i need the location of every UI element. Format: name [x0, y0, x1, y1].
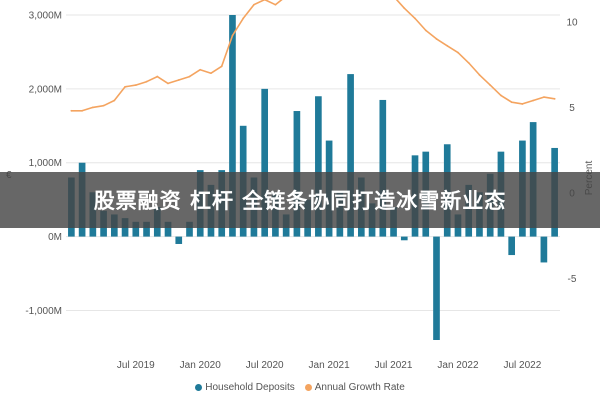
legend-label-deposits: Household Deposits [205, 381, 295, 393]
growth-point-6 [134, 84, 137, 87]
growth-point-3 [102, 104, 105, 107]
gridlines [66, 14, 560, 311]
growth-point-13 [210, 72, 212, 75]
growth-point-45 [553, 97, 556, 100]
bar-deposit-26 [347, 74, 354, 237]
growth-point-17 [253, 3, 255, 6]
growth-point-35 [446, 44, 449, 47]
bar-deposit-10 [175, 236, 183, 244]
right-tick-label-1: 5 [569, 103, 575, 114]
x-axis-ticks: Jul 2019 Jan 2020 Jul 2020 Jan 2021 Jul 2021… [117, 360, 542, 371]
bar-deposit-44 [540, 236, 548, 263]
growth-point-40 [500, 94, 502, 97]
growth-point-38 [478, 73, 481, 76]
x-tick-label-0: Jul 2019 [117, 360, 155, 371]
bar-deposit-23 [315, 96, 322, 237]
growth-point-41 [510, 101, 513, 104]
bar-deposit-6 [132, 221, 140, 237]
bar-deposit-7 [143, 221, 150, 237]
growth-point-36 [457, 51, 459, 54]
growth-point-2 [91, 106, 94, 109]
left-tick-label-0: 3,000M [29, 11, 62, 22]
left-tick-label-3: 0M [48, 232, 62, 243]
right-tick-label-0: 10 [566, 17, 578, 28]
bar-deposit-31 [400, 236, 408, 241]
growth-point-1 [81, 109, 84, 112]
growth-point-5 [124, 85, 126, 88]
growth-point-11 [188, 75, 191, 78]
left-axis-ticks: 3,000M 2,000M 1,000M 0M -1,000M [25, 11, 62, 317]
growth-point-8 [156, 75, 159, 78]
legend-item-deposits: Household Deposits [195, 382, 295, 393]
right-tick-label-3: -5 [568, 274, 577, 285]
headline-banner: 股票融资 杠杆 全链条协同打造冰雪新业态 [0, 172, 600, 228]
growth-rate-line [71, 0, 555, 112]
bar-deposit-18 [261, 88, 269, 237]
x-tick-label-3: Jan 2021 [309, 360, 351, 371]
growth-point-44 [542, 96, 545, 99]
growth-point-15 [231, 34, 234, 37]
legend-marker-deposits [195, 383, 203, 391]
left-tick-label-4: -1,000M [25, 306, 62, 317]
legend-item-growth: Annual Growth Rate [304, 381, 405, 393]
growth-point-12 [199, 68, 202, 71]
growth-point-34 [435, 38, 438, 40]
growth-point-7 [145, 80, 148, 83]
right-axis-ticks: 1050-5 [566, 17, 578, 285]
legend-label-growth: Annual Growth Rate [314, 381, 405, 393]
growth-point-32 [414, 17, 416, 20]
headline-title: 股票融资 杠杆 全链条协同打造冰雪新业态 [93, 189, 507, 213]
bar-deposit-9 [164, 221, 172, 237]
bar-deposit-11 [186, 221, 193, 237]
growth-point-16 [242, 17, 245, 20]
x-tick-label-5: Jan 2022 [437, 360, 479, 371]
growth-point-43 [532, 99, 535, 102]
growth-point-37 [467, 61, 470, 64]
growth-point-0 [70, 109, 73, 112]
growth-point-4 [113, 99, 116, 102]
x-tick-label-1: Jan 2020 [180, 360, 222, 371]
growth-point-42 [521, 103, 524, 105]
growth-point-9 [167, 82, 169, 85]
growth-point-10 [177, 79, 180, 81]
bar-deposit-34 [433, 236, 440, 340]
growth-line [70, 0, 556, 112]
left-tick-label-2: 1,000M [29, 158, 62, 169]
growth-point-33 [424, 29, 427, 32]
growth-point-39 [489, 84, 492, 87]
bar-deposit-15 [229, 15, 236, 237]
bar-deposit-41 [508, 236, 516, 256]
growth-point-14 [220, 65, 223, 68]
growth-point-19 [274, 3, 277, 6]
left-tick-label-1: 2,000M [29, 84, 62, 95]
legend-marker-growth [304, 383, 312, 391]
chart-legend: Household Deposits Annual Growth Rate [0, 378, 600, 396]
x-tick-label-2: Jul 2020 [246, 360, 284, 371]
growth-point-31 [403, 7, 406, 10]
bar-deposit-29 [379, 99, 387, 237]
growth-point-18 [263, 0, 266, 1]
x-tick-label-6: Jul 2022 [504, 360, 542, 371]
x-tick-label-4: Jul 2021 [375, 360, 413, 371]
